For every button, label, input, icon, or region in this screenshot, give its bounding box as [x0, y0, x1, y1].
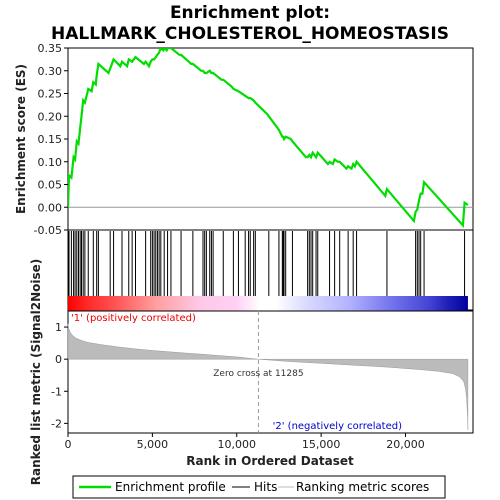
- metric-y-tick-label: -2: [51, 417, 62, 430]
- correlation-color-bar: [68, 296, 468, 311]
- es-y-tick-label: -0.05: [34, 224, 62, 237]
- metric-y-tick-label: 1: [55, 321, 62, 334]
- x-axis-label: Rank in Ordered Dataset: [186, 454, 354, 468]
- es-y-tick-label: 0.35: [38, 42, 63, 55]
- legend-es-label: Enrichment profile: [115, 480, 226, 494]
- metric-y-tick-label: -1: [51, 385, 62, 398]
- es-y-tick-label: 0.00: [38, 201, 63, 214]
- x-tick-label: 10,000: [218, 438, 257, 451]
- es-y-axis: -0.05 0.00 0.05 0.10 0.15 0.20 0.25 0.30 0.35: [34, 42, 68, 237]
- es-y-tick-label: 0.30: [38, 65, 63, 78]
- legend-hits-label: Hits: [254, 480, 277, 494]
- es-y-tick-label: 0.10: [38, 156, 63, 169]
- positive-correlation-label: '1' (positively correlated): [71, 313, 196, 324]
- es-y-tick-label: 0.15: [38, 133, 63, 146]
- hits-marks: [68, 231, 466, 296]
- es-panel-frame: [67, 47, 474, 231]
- x-axis: 0 5,000 10,000 15,000 20,000: [65, 433, 425, 451]
- enrichment-profile-line: [68, 48, 469, 229]
- es-y-tick-label: 0.20: [38, 110, 63, 123]
- x-tick-label: 15,000: [302, 438, 341, 451]
- x-tick-label: 0: [65, 438, 72, 451]
- ranking-metric-area: [67, 323, 469, 430]
- x-tick-label: 5,000: [137, 438, 169, 451]
- legend-metric-label: Ranking metric scores: [296, 480, 429, 494]
- es-y-tick-label: 0.25: [38, 88, 63, 101]
- x-tick-label: 20,000: [386, 438, 425, 451]
- zero-cross-label: Zero cross at 11285: [213, 369, 303, 379]
- es-y-tick-label: 0.05: [38, 179, 63, 192]
- metric-panel-frame: [67, 310, 474, 434]
- metric-y-tick-label: 0: [55, 353, 62, 366]
- es-y-axis-label: Enrichment score (ES): [14, 64, 28, 214]
- chart-title-line1: Enrichment plot:: [170, 3, 330, 23]
- legend: Enrichment profile Hits Ranking metric s…: [72, 475, 446, 499]
- chart-title-line2: HALLMARK_CHOLESTEROL_HOMEOSTASIS: [51, 24, 449, 44]
- negative-correlation-label: '2' (negatively correlated): [273, 421, 402, 432]
- metric-y-axis-label: Ranked list metric (Signal2Noise): [29, 259, 43, 486]
- legend-box: [72, 475, 446, 499]
- metric-y-axis: 1 0 -1 -2: [51, 321, 68, 430]
